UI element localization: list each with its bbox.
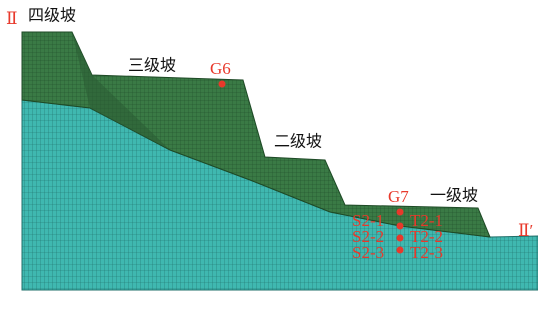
monitor-point (397, 247, 404, 254)
point-label: G7 (388, 187, 409, 206)
slope-label: 一级坡 (430, 186, 478, 205)
monitor-point (219, 81, 226, 88)
slope-mesh-figure: Ⅱ Ⅱ′ 四级坡 三级坡 二级坡 一级坡 G6 G7 S2-1 S2-2 S2-… (0, 0, 538, 315)
point-label: S2-3 (352, 243, 384, 262)
point-label: T2-3 (410, 243, 443, 262)
slope-label: 四级坡 (28, 6, 76, 25)
point-label: G6 (210, 59, 231, 78)
section-mark: Ⅱ′ (518, 221, 533, 240)
monitor-point (397, 209, 404, 216)
slope-label: 三级坡 (128, 56, 176, 75)
monitor-point (397, 223, 404, 230)
section-mark: Ⅱ (6, 9, 18, 28)
slope-label: 二级坡 (274, 132, 322, 151)
monitor-point (397, 235, 404, 242)
